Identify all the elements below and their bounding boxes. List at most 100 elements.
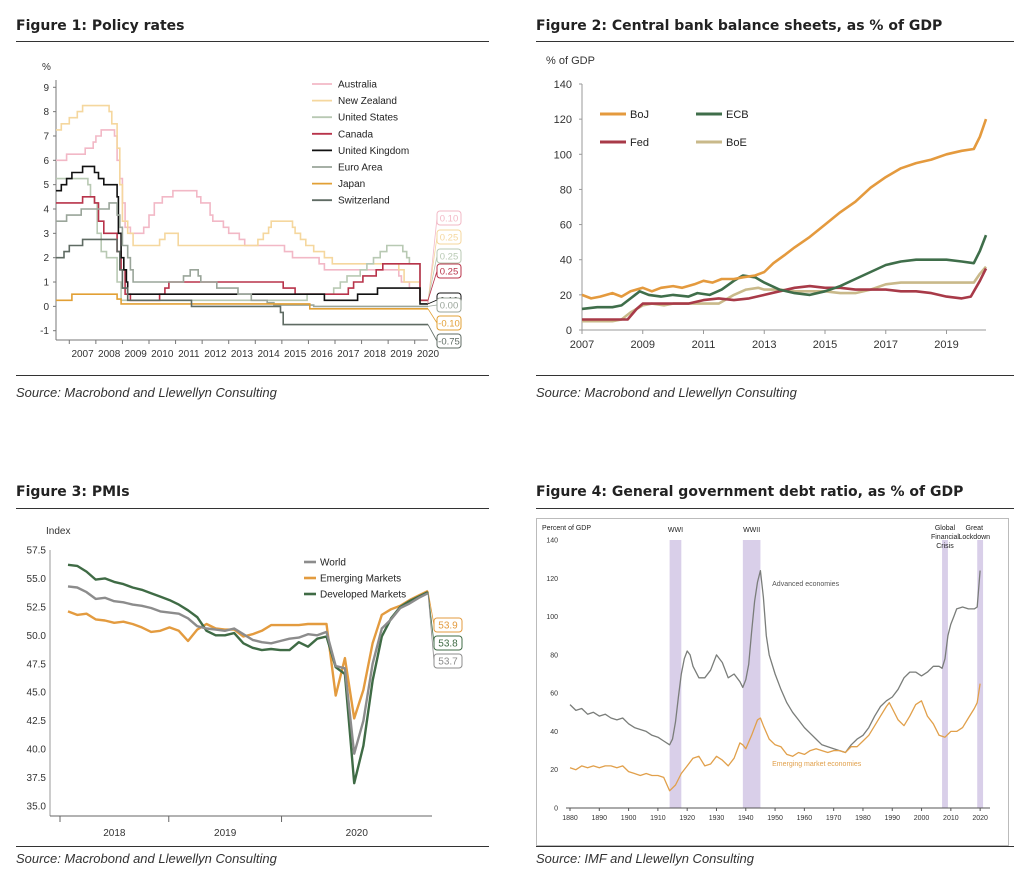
y-tick-label: 37.5 [27,773,47,784]
series-line-united-states [56,177,428,302]
series-annotation: Advanced economies [772,581,839,588]
y-tick-label: 120 [546,576,558,583]
x-tick-label: 1940 [738,815,754,822]
legend-label: BoE [726,137,747,149]
x-tick-label: 2018 [103,828,126,839]
legend-label: United States [338,113,398,124]
legend-label: Switzerland [338,196,390,207]
shaded-period [977,540,984,808]
end-label-value: -0.10 [438,319,460,330]
x-tick-label: 2015 [284,349,307,360]
y-tick-label: 8 [43,107,49,118]
legend-label: ECB [726,109,749,121]
y-tick-label: 1 [43,278,49,289]
series-line-euro-area [56,202,428,308]
series-line-canada [56,196,428,302]
end-label-leader [427,236,438,301]
x-tick-label: 1920 [679,815,695,822]
legend-label: Fed [630,137,649,149]
y-tick-label: 52.5 [27,602,47,613]
y-tick-label: 60 [550,691,558,698]
legend-label: Emerging Markets [320,574,401,585]
x-tick-label: 1990 [884,815,900,822]
policy-rates-chart: % -1 0 1 2 3 4 5 6 7 8 9 2007 2008 2009 2010 2011 2012 201… [40,62,462,360]
y-tick-label: 55.0 [27,574,47,585]
y-tick-label: 7 [43,131,49,142]
y-tick-label: 0 [554,806,558,813]
x-tick-label: 2007 [71,349,94,360]
pmis-chart: Index 35.0 37.5 40.0 42.5 45.0 47.5 50.0 52.5 55.… [27,526,463,839]
figure-2-panel: Figure 2: Central bank balance sheets, a… [520,0,1020,420]
y-tick-label: 80 [560,184,572,196]
figure-2-title: Figure 2: Central bank balance sheets, a… [536,18,943,34]
y-tick-label: 100 [554,149,572,161]
y-tick-label: 0 [566,325,572,337]
x-tick-label: 2013 [231,349,254,360]
end-label-leader [427,255,438,301]
end-label-value: 0.10 [440,214,459,225]
x-tick-label: 2009 [125,349,148,360]
x-tick-label: 1930 [709,815,725,822]
figure-2-source: Source: Macrobond and Llewellyn Consulti… [536,385,797,400]
x-tick-label: 1960 [797,815,813,822]
series-line-japan [56,293,428,310]
end-label-box [436,333,462,349]
x-tick-label: 2019 [934,339,958,351]
x-tick-label: 2019 [214,828,237,839]
series-line-new-zealand [56,104,428,302]
gov-debt-chart: WWI WWII Global Financial Crisis Great Lockdow… [536,518,1009,846]
shaded-label: Financial [931,534,959,541]
y-tick-label: 2 [43,253,49,264]
y-tick-label: 80 [550,652,558,659]
y-tick-label: 100 [546,614,558,621]
x-tick-label: 2000 [914,815,930,822]
series-line-boj [581,118,988,300]
figure-4-source: Source: IMF and Llewellyn Consulting [536,851,754,866]
x-tick-label: 2007 [570,339,594,351]
y-tick-label: 3 [43,229,49,240]
x-tick-label: 1880 [562,815,578,822]
end-label-box [436,315,462,331]
figure-4-rule-bottom [536,846,1014,847]
legend-label: Australia [338,80,377,91]
y-tick-label: 40 [560,255,572,267]
y-tick-label: 50.0 [27,631,47,642]
series-line-switzerland [56,238,428,326]
y-axis-label: % of GDP [546,55,595,67]
x-tick-label: 2016 [311,349,334,360]
y-tick-label: 0 [43,302,49,313]
legend-label: United Kingdom [338,146,409,157]
y-tick-label: 40 [550,729,558,736]
y-axis-label: Percent of GDP [542,525,591,532]
figure-1-source: Source: Macrobond and Llewellyn Consulti… [16,385,277,400]
y-tick-label: 140 [554,79,572,91]
shaded-period [942,540,948,808]
x-tick-label: 1980 [855,815,871,822]
x-tick-label: 2011 [178,349,200,360]
shaded-label: WWI [668,527,683,534]
end-label-value: -0.75 [438,337,460,348]
x-tick-label: 2020 [417,349,440,360]
x-tick-label: 1950 [767,815,783,822]
legend-label: Japan [338,179,365,190]
y-axis-label: Index [46,526,70,537]
legend-label: Developed Markets [320,590,406,601]
y-tick-label: 47.5 [27,659,47,670]
x-tick-label: 2008 [98,349,121,360]
x-tick-label: 2010 [943,815,959,822]
x-tick-label: 1900 [621,815,637,822]
end-label-box [436,229,462,245]
figure-1-panel: Figure 1: Policy rates % -1 0 1 2 3 4 5 6 7 8 9 2007… [0,0,500,420]
legend-label: World [320,558,346,569]
shaded-label: Great [966,525,984,532]
end-label-leader [427,270,438,301]
x-tick-label: 2013 [752,339,776,351]
end-label-value: 53.7 [438,657,458,668]
x-tick-label: 2009 [631,339,655,351]
end-label-value: 53.8 [438,639,458,650]
x-tick-label: 2011 [692,339,716,351]
series-line-boe [582,265,987,323]
end-label-box [433,653,463,669]
y-tick-label: 42.5 [27,716,47,727]
figure-1-rule [16,41,489,42]
